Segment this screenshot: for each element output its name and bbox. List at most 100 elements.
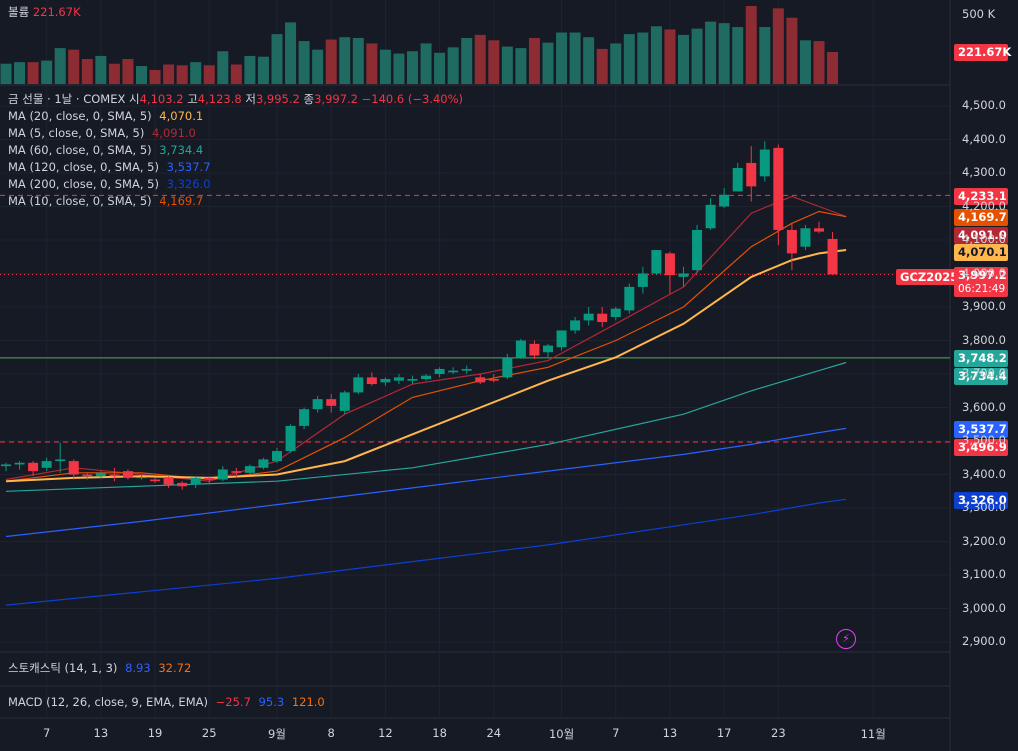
candle-body <box>515 340 526 358</box>
candle-body <box>55 459 66 462</box>
candle-body <box>543 345 553 353</box>
volume-bar <box>691 28 703 84</box>
candle-body <box>434 368 445 374</box>
candle-body <box>759 149 770 177</box>
candle-body <box>448 370 459 373</box>
badge-ma120: 3,537.7 <box>954 421 1008 438</box>
stochastic-legend[interactable]: 스토캐스틱 (14, 1, 3) 8.93 32.72 <box>8 661 192 675</box>
volume-bar <box>542 42 554 84</box>
candle-body <box>14 462 25 465</box>
candle-body <box>475 377 486 383</box>
candle-body <box>299 409 310 426</box>
candle-body <box>814 228 824 232</box>
candle-body <box>407 379 418 381</box>
volume-bar <box>14 62 26 84</box>
price-tick-label: 4,000.0 <box>962 265 1006 280</box>
ticker-badge: GCZ2025 <box>896 269 963 285</box>
time-tick-label: 25 <box>201 726 217 740</box>
candle-body <box>326 399 337 406</box>
volume-bar <box>0 63 12 84</box>
indicator-ma60[interactable]: MA (60, close, 0, SMA, 5) 3,734.4 <box>8 143 204 157</box>
symbol-legend: 금 선물 · 1날 · COMEX 시4,103.2 고4,123.8 저3,9… <box>8 92 464 106</box>
candle-body <box>177 482 188 487</box>
candle-body <box>68 461 79 475</box>
price-tick-label: 3,300.0 <box>962 500 1006 514</box>
price-tick-label: 2,900.0 <box>962 634 1006 648</box>
macd-legend[interactable]: MACD (12, 26, close, 9, EMA, EMA) −25.7 … <box>8 695 325 709</box>
low-value: 3,995.2 <box>255 92 300 106</box>
price-tick-label: 4,300.0 <box>962 165 1006 179</box>
time-tick-label: 19 <box>147 726 163 740</box>
volume-bar <box>339 37 351 84</box>
candle-body <box>719 194 730 207</box>
candle-body <box>800 228 811 247</box>
candle-body <box>1 464 11 467</box>
time-tick-label: 12 <box>378 726 393 740</box>
volume-bar <box>705 21 717 85</box>
lightning-event-icon[interactable]: ⚡ <box>836 629 856 649</box>
volume-bar <box>772 8 784 85</box>
candle-body <box>705 204 716 229</box>
volume-bar <box>623 34 635 84</box>
indicator-ma10[interactable]: MA (10, close, 0, SMA, 5) 4,169.7 <box>8 194 204 208</box>
price-tick-label: 3,400.0 <box>962 466 1006 481</box>
badge-ma20: 4,070.1 <box>954 244 1008 261</box>
indicator-ma5[interactable]: MA (5, close, 0, SMA, 5) 4,091.0 <box>8 126 196 140</box>
indicator-ma200[interactable]: MA (200, close, 0, SMA, 5) 3,326.0 <box>8 177 211 191</box>
time-tick-label: 24 <box>486 726 502 740</box>
time-tick-label: 9월 <box>268 727 286 741</box>
badge-alert-low: 3,496.9 <box>954 439 1008 456</box>
volume-bar <box>407 51 418 84</box>
candle-body <box>136 477 147 479</box>
candle-body <box>285 425 296 452</box>
volume-bar <box>136 66 147 84</box>
volume-legend: 볼륨 221.67K <box>8 4 81 20</box>
candle-body <box>272 451 282 462</box>
volume-bar <box>285 22 297 85</box>
candle-body <box>204 477 215 480</box>
badge-ma10: 4,169.7 <box>954 209 1008 226</box>
volume-bar <box>827 52 839 84</box>
volume-bar <box>244 55 256 84</box>
volume-bar <box>678 34 689 84</box>
volume-bar <box>420 43 432 84</box>
close-value: 3,997.2 <box>314 92 358 106</box>
candle-body <box>231 471 242 473</box>
candle-body <box>258 459 269 468</box>
volume-bar <box>271 34 283 84</box>
volume-bar <box>501 46 513 84</box>
candle-body <box>150 479 161 482</box>
time-tick-label: 7 <box>42 726 51 740</box>
volume-bar <box>515 48 527 84</box>
volume-bar <box>447 47 459 84</box>
candle-body <box>678 273 689 277</box>
indicator-ma120[interactable]: MA (120, close, 0, SMA, 5) 3,537.7 <box>8 160 211 174</box>
candle-body <box>624 286 635 311</box>
volume-bar <box>569 32 581 84</box>
volume-bar <box>81 59 93 84</box>
volume-bar <box>461 37 473 84</box>
volume-bar <box>217 51 229 84</box>
volume-bar <box>379 49 391 84</box>
time-tick-label: 18 <box>432 726 447 740</box>
candle-body <box>353 377 364 393</box>
candle-body <box>570 320 581 331</box>
volume-bar <box>230 64 242 84</box>
countdown: 06:21:49 <box>958 283 1006 295</box>
volume-bar <box>488 40 500 84</box>
volume-bar <box>393 53 405 84</box>
time-tick-label: 13 <box>93 726 109 740</box>
candle-body <box>461 368 472 371</box>
price-tick-label: 3,900.0 <box>962 299 1006 313</box>
time-tick-label: 23 <box>771 726 786 740</box>
candle-body <box>786 229 797 254</box>
volume-axis-label: 500 K <box>962 7 996 21</box>
indicator-ma20[interactable]: MA (20, close, 0, SMA, 5) 4,070.1 <box>8 109 204 123</box>
volume-bar <box>759 27 771 85</box>
volume-bar <box>474 34 486 84</box>
volume-bar <box>95 55 107 84</box>
candle-body <box>82 474 93 477</box>
candle-body <box>366 377 377 385</box>
candle-body <box>28 462 39 472</box>
